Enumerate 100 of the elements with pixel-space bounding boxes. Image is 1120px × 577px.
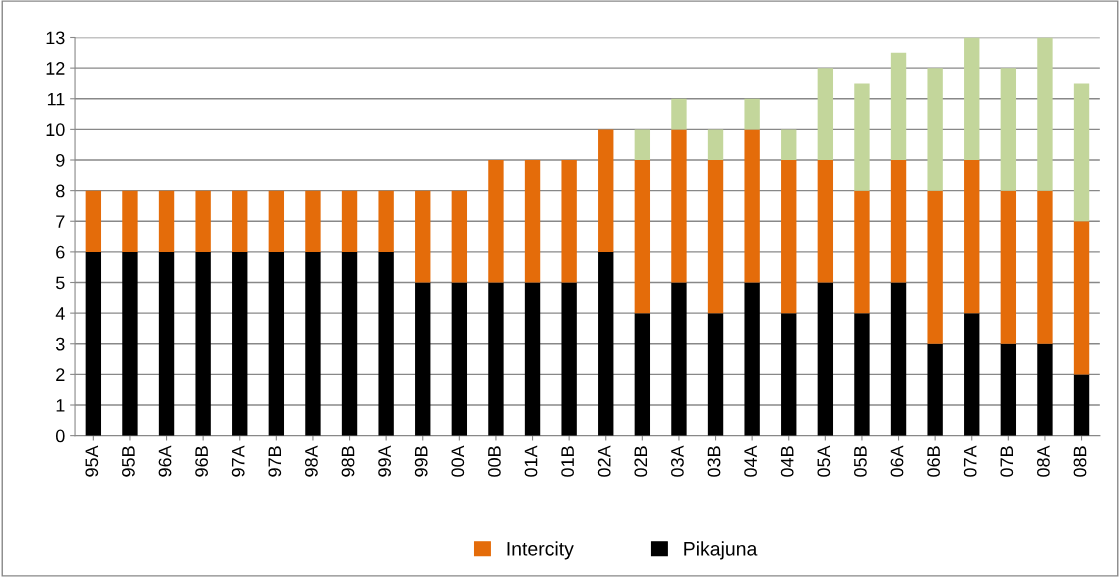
y-tick-label: 4: [55, 307, 65, 320]
bar: [341, 190, 358, 252]
bar: [1037, 37, 1053, 191]
bar: [854, 313, 870, 436]
bar: [1000, 190, 1017, 344]
bar: [964, 37, 980, 161]
bar: [1073, 374, 1090, 436]
y-tick-label: 12: [46, 62, 65, 75]
bar: [268, 251, 285, 436]
y-tick-label: 2: [56, 368, 65, 381]
bar: [890, 160, 907, 283]
x-tick-label: 99A: [378, 445, 391, 477]
bar: [890, 52, 907, 161]
bar: [634, 160, 651, 314]
bar: [781, 160, 797, 314]
x-tick-label: 06A: [890, 445, 904, 477]
x-tick-label: 01A: [524, 445, 538, 477]
y-tick-label: 13: [46, 31, 65, 45]
x-tick-label: 00B: [488, 446, 501, 477]
x-tick-label: 04A: [744, 445, 757, 477]
bar: [122, 190, 138, 252]
bar: [1073, 83, 1090, 222]
x-tick-label: 03B: [707, 446, 721, 477]
bar: [232, 251, 248, 436]
bar: [85, 251, 102, 436]
y-tick-label: 9: [56, 153, 65, 167]
bar: [964, 160, 980, 314]
x-tick-label: 95B: [122, 446, 135, 477]
bar: [305, 190, 321, 252]
x-tick-label: 96A: [158, 445, 172, 477]
bar: [415, 282, 431, 436]
bar: [232, 190, 248, 252]
y-tick-label: 8: [56, 184, 65, 198]
x-tick-label: 07A: [963, 445, 977, 477]
bar: [268, 190, 285, 252]
y-tick-label: 10: [46, 123, 65, 137]
bar: [1000, 343, 1017, 436]
bar: [817, 282, 834, 436]
y-tick-label: 7: [56, 215, 65, 228]
x-tick-label: 05A: [817, 445, 831, 477]
x-tick-label: 08B: [1073, 446, 1087, 477]
x-tick-label: 02B: [634, 446, 648, 477]
bar: [158, 190, 175, 252]
legend-label: Pikajuna: [684, 541, 758, 560]
x-tick-label: 95A: [85, 445, 99, 477]
x-tick-label: 06B: [927, 446, 940, 477]
x-tick-label: 00A: [451, 445, 465, 477]
bar: [561, 160, 577, 283]
bar: [1000, 68, 1017, 191]
bar: [890, 282, 907, 436]
x-tick-label: 98B: [341, 446, 355, 477]
bar: [195, 251, 211, 436]
bar: [744, 98, 760, 130]
x-tick-label: 02A: [597, 445, 611, 477]
bar: [817, 160, 834, 283]
y-tick-label: 0: [55, 429, 65, 443]
x-tick-label: 97B: [268, 446, 282, 477]
bar: [305, 251, 321, 436]
bar: [488, 160, 504, 283]
x-tick-label: 97A: [231, 445, 245, 477]
x-tick-label: 96B: [195, 446, 208, 477]
x-tick-label: 98A: [305, 445, 318, 477]
x-tick-label: 03A: [671, 445, 684, 477]
bar: [817, 68, 834, 161]
x-tick-label: 04B: [780, 446, 794, 477]
bar: [707, 160, 724, 314]
bar: [341, 251, 358, 436]
bar: [854, 190, 870, 314]
bar: [85, 190, 102, 252]
bar: [1037, 190, 1053, 344]
bar: [744, 129, 760, 283]
bar: [781, 129, 797, 161]
bar: [598, 129, 614, 252]
bar: [707, 313, 724, 436]
bar: [671, 282, 687, 436]
bar: [524, 160, 541, 283]
bar: [561, 282, 577, 436]
bar: [488, 282, 504, 436]
bar: [524, 282, 541, 436]
bar: [744, 282, 760, 436]
bar: [195, 190, 211, 252]
x-tick-label: 08A: [1037, 445, 1050, 477]
bar: [671, 98, 687, 130]
x-tick-label: 01B: [561, 446, 574, 477]
bar: [964, 313, 980, 436]
bar: [671, 129, 687, 283]
bar: [781, 313, 797, 436]
y-tick-label: 6: [56, 245, 65, 259]
bar: [927, 190, 943, 344]
bar: [927, 68, 943, 191]
bar: [451, 282, 468, 436]
bar: [158, 251, 175, 436]
x-tick-label: 05B: [854, 446, 867, 477]
legend-label: Intercity: [507, 541, 574, 560]
bar: [707, 129, 724, 161]
y-tick-label: 5: [56, 276, 65, 290]
bar: [927, 343, 943, 436]
x-tick-label: 07B: [1000, 446, 1014, 477]
x-tick-label: 99B: [414, 446, 428, 477]
y-tick-label: 1: [56, 399, 65, 412]
